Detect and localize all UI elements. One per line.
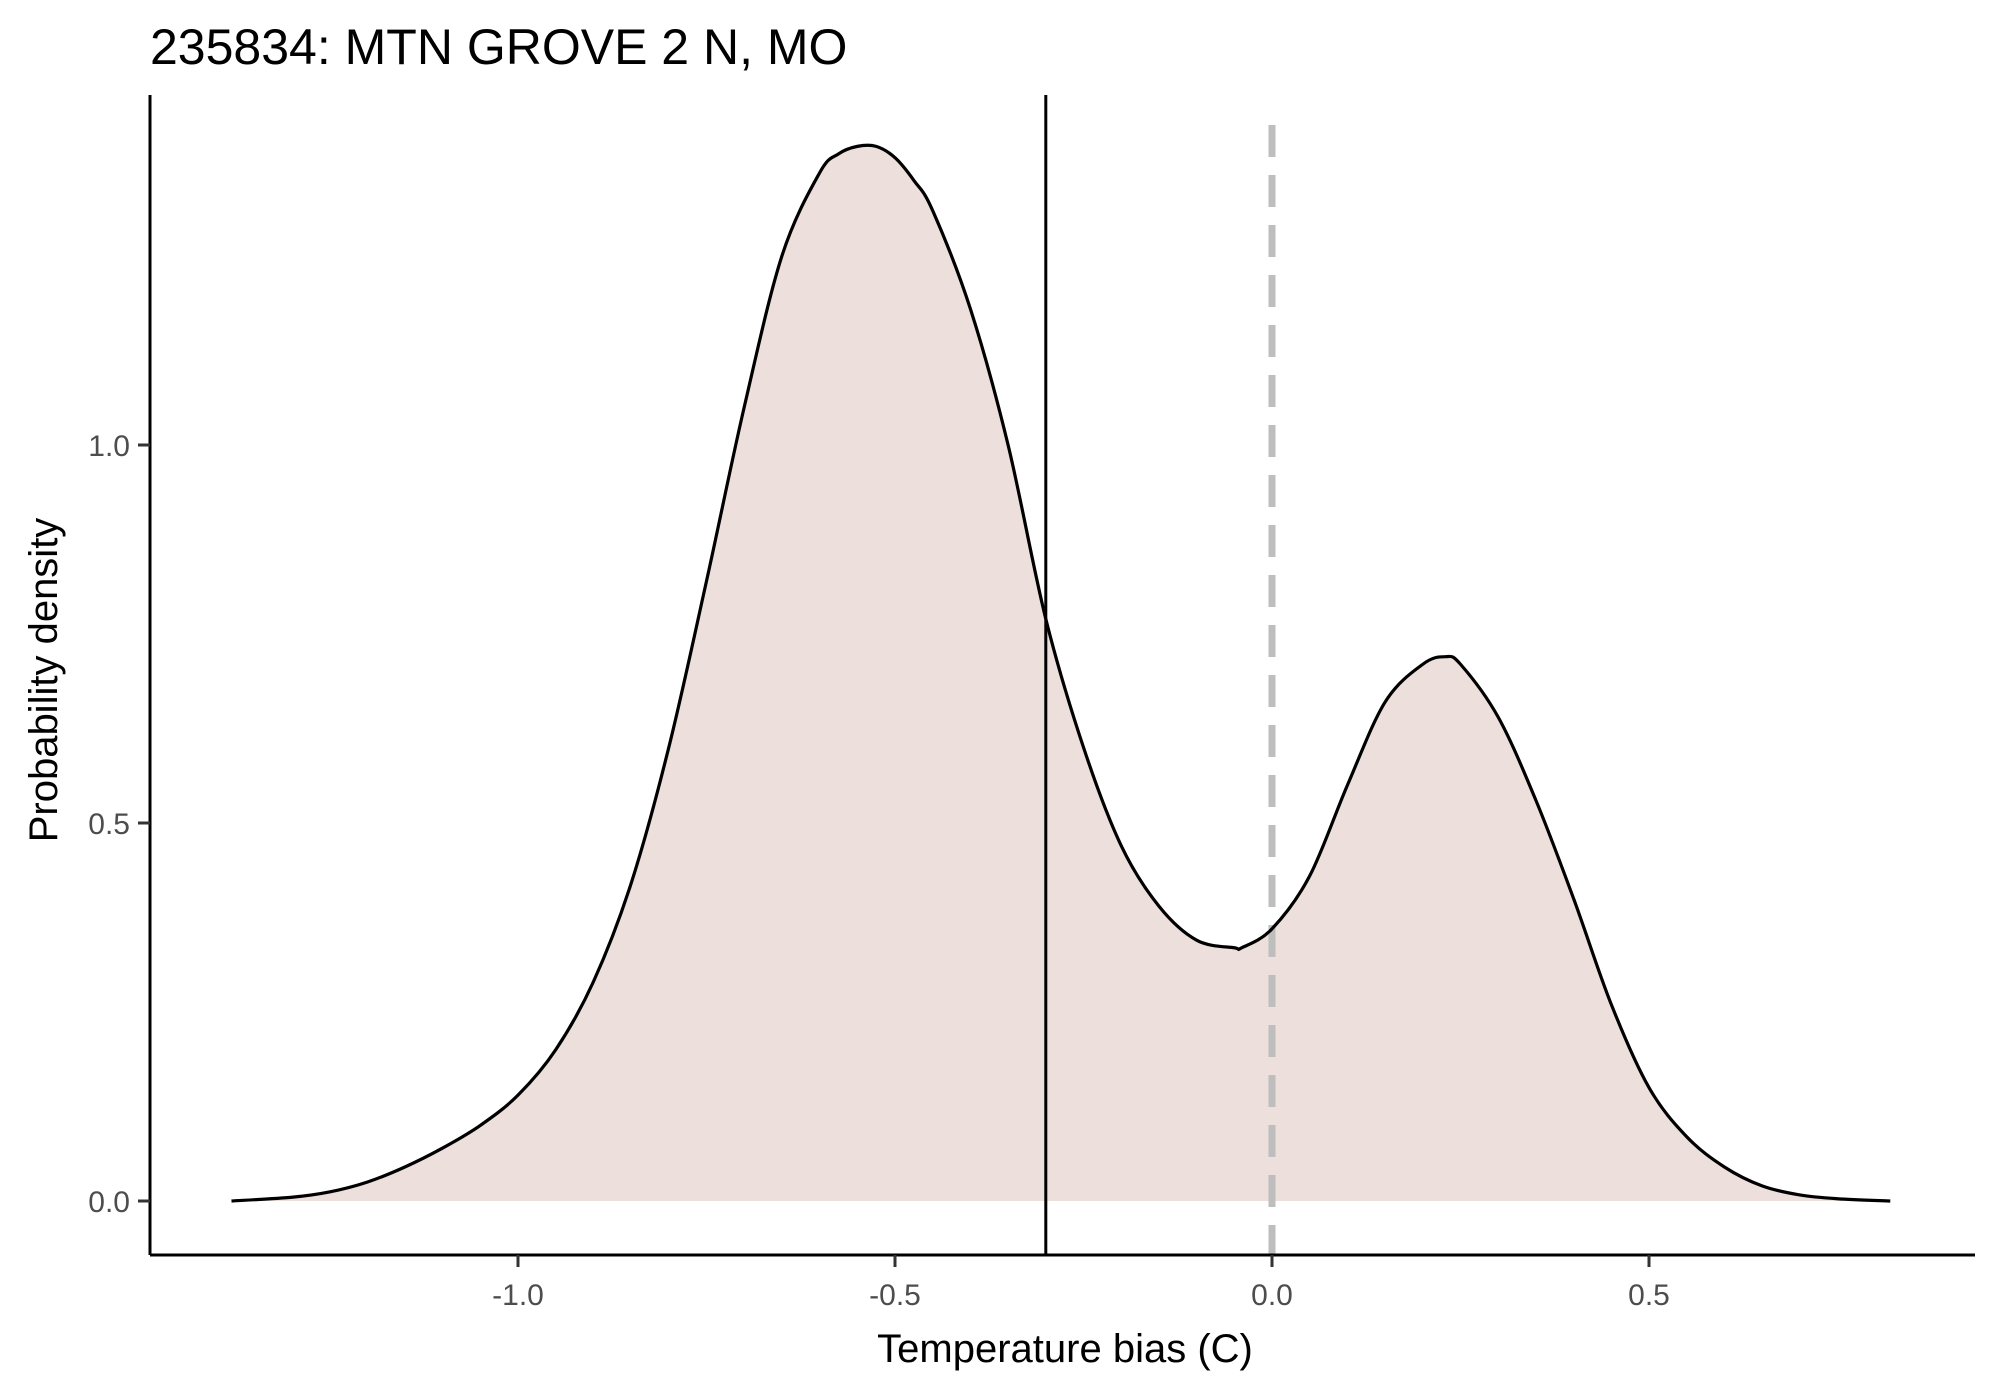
x-tick-label: -1.0 [492, 1279, 544, 1312]
chart-title: 235834: MTN GROVE 2 N, MO [150, 19, 847, 75]
axes: -1.0 -0.5 0.0 0.5 0.0 0.5 1.0 [88, 95, 1975, 1312]
y-axis-title: Probability density [22, 518, 66, 843]
x-tick-label: 0.5 [1628, 1279, 1670, 1312]
density-area [231, 145, 1891, 1202]
y-tick-label: 1.0 [88, 430, 130, 463]
x-axis-title: Temperature bias (C) [877, 1327, 1253, 1371]
y-tick-label: 0.0 [88, 1186, 130, 1219]
x-tick-label: -0.5 [869, 1279, 921, 1312]
x-tick-label: 0.0 [1251, 1279, 1293, 1312]
y-tick-label: 0.5 [88, 808, 130, 841]
plot-area [231, 95, 1891, 1255]
density-line [231, 143, 1891, 1203]
